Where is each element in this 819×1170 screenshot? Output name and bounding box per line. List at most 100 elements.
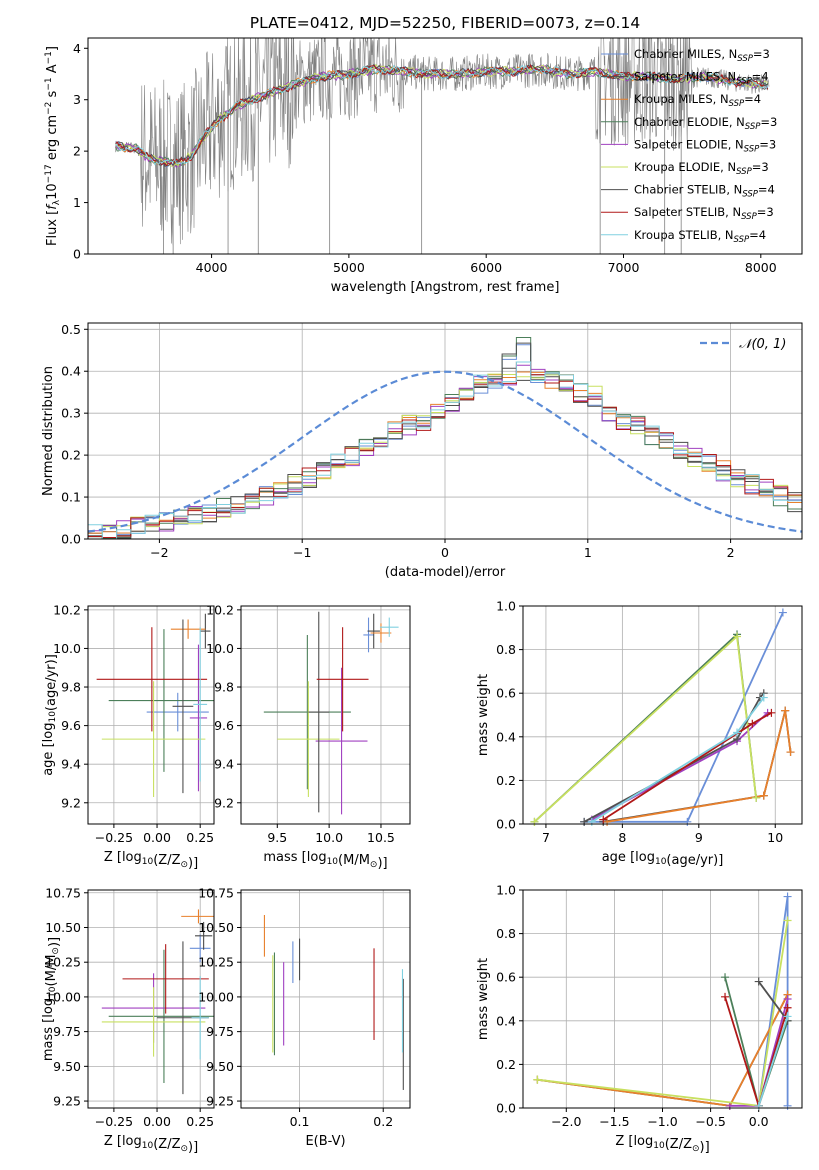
y-tick-label: 9.75 — [53, 1024, 81, 1039]
y-tick-label: 0.0 — [496, 1101, 516, 1116]
weight-marker — [580, 817, 589, 826]
y-tick-label: 1 — [73, 195, 81, 210]
y-tick-label: 0.3 — [61, 406, 81, 421]
y-tick-label: 9.50 — [206, 1059, 234, 1074]
x-tick-label: −1 — [293, 545, 311, 560]
y-tick-label: 9.2 — [214, 795, 234, 810]
y-tick-label: 0.2 — [496, 773, 516, 788]
spectrum-panel: 4000 5000 6000 7000 8000 0 1 2 3 4 Chabrier MILES,… — [44, 37, 803, 295]
weight-marker — [599, 815, 608, 824]
weight-marker — [778, 608, 787, 617]
axes-frame — [87, 889, 215, 1109]
y-tick-label: 0 — [73, 247, 81, 262]
weight-line-chabrier-elodie — [533, 632, 757, 823]
x-tick-label: 5000 — [333, 260, 365, 275]
y-tick-label: 3 — [73, 92, 81, 107]
x-axis-label: E(B-V) — [305, 1134, 345, 1149]
y-tick-label: 10.0 — [53, 641, 81, 656]
axes-frame — [240, 605, 411, 825]
age-vs-mass-panel: 9.5 10.0 10.5 9.2 9.4 9.6 9.8 10.0 10.2 mass [log… — [206, 602, 411, 871]
y-tick-label: 0.6 — [496, 686, 516, 701]
weight-marker — [683, 817, 692, 826]
legend-label: 𝒩(0, 1) — [739, 337, 786, 352]
y-tick-label: 9.75 — [206, 1024, 234, 1039]
y-tick-label: 10.0 — [206, 641, 234, 656]
x-tick-label: −0.5 — [695, 1114, 725, 1129]
normal-curve — [87, 370, 803, 533]
axes-frame — [240, 889, 411, 1109]
weight-marker — [783, 995, 792, 1003]
y-tick-label: 9.25 — [206, 1094, 234, 1109]
weight-line-chabrier-stelib — [757, 981, 789, 1022]
axes-frame — [522, 605, 803, 825]
legend-label: Kroupa STELIB, NSSP=4 — [634, 228, 766, 245]
x-axis-label: Z [log10(Z/Z⊙)] — [104, 850, 198, 871]
x-tick-label: 8 — [618, 830, 626, 845]
x-tick-label: 7 — [542, 830, 550, 845]
spectrum-legend: Chabrier MILES, NSSP=3 Salpeter MILES, NS… — [601, 47, 777, 245]
model-line-kroupa-elodie — [115, 63, 769, 167]
weight-line-kroupa-stelib — [757, 1016, 789, 1107]
data-spectrum-line — [115, 38, 770, 246]
weight-marker — [783, 1003, 792, 1012]
y-axis-label: mass [log10(M/M⊙)] — [41, 937, 62, 1061]
y-tick-label: 0.0 — [496, 817, 516, 832]
y-tick-label: 9.8 — [214, 680, 234, 695]
weight-marker — [783, 1012, 792, 1021]
weight-marker — [783, 916, 792, 925]
x-axis-label: (data-model)/error — [385, 565, 506, 580]
y-axis-label: mass weight — [476, 958, 491, 1040]
x-tick-label: −2.0 — [551, 1114, 581, 1129]
model-line-chabrier-stelib — [115, 63, 769, 167]
legend-label: Salpeter STELIB, NSSP=3 — [634, 205, 774, 222]
x-tick-label: 9.5 — [267, 830, 287, 845]
y-tick-label: 0.6 — [496, 970, 516, 985]
x-axis-label: age [log10(age/yr)] — [602, 850, 724, 868]
axes-frame — [87, 322, 803, 540]
weight-marker — [767, 708, 776, 717]
x-tick-label: −1.5 — [599, 1114, 629, 1129]
model-line-kroupa-stelib — [115, 64, 769, 166]
x-axis-label: Z [log10(Z/Z⊙)] — [615, 1134, 709, 1155]
weight-marker — [781, 706, 790, 715]
y-tick-label: 10.75 — [45, 885, 81, 900]
y-tick-label: 4 — [73, 41, 81, 56]
x-tick-label: −1.0 — [647, 1114, 677, 1129]
y-tick-label: 9.50 — [53, 1059, 81, 1074]
weight-marker — [533, 1075, 542, 1084]
residual-panel: −2 −1 0 1 2 0.0 0.1 0.2 0.3 0.4 0.5 𝒩(0, 1) (data-mo… — [41, 322, 803, 580]
weight-vs-Z-panel: −2.0 −1.5 −1.0 −0.5 0.0 0.0 0.2 0.4 0.6 0.8 1.0 Z [… — [476, 883, 803, 1155]
x-tick-label: 10.5 — [367, 830, 395, 845]
y-tick-label: 0.4 — [61, 364, 81, 379]
weight-line-kroupa-miles — [606, 710, 792, 823]
y-tick-label: 9.8 — [61, 680, 81, 695]
x-tick-label: 2 — [727, 545, 735, 560]
y-tick-label: 9.4 — [61, 757, 81, 772]
y-tick-label: 10.00 — [198, 989, 234, 1004]
y-tick-label: 10.2 — [53, 602, 81, 617]
weight-marker — [721, 973, 730, 982]
weight-marker — [783, 892, 792, 901]
x-tick-label: 8000 — [745, 260, 777, 275]
figure-title: PLATE=0412, MJD=52250, FIBERID=0073, z=0… — [250, 14, 640, 32]
weight-line-salpeter-stelib — [602, 712, 772, 821]
y-tick-label: 0.2 — [61, 448, 81, 463]
weight-line-salpeter-miles — [603, 710, 792, 823]
y-tick-label: 2 — [73, 144, 81, 159]
y-tick-label: 10.00 — [45, 989, 81, 1004]
legend-label: Chabrier MILES, NSSP=3 — [634, 47, 770, 64]
y-axis-label: Flux [fλ10−17 erg cm−2 s−1 A−1] — [44, 46, 62, 246]
y-tick-label: 0.8 — [496, 926, 516, 941]
y-tick-label: 10.25 — [45, 955, 81, 970]
y-tick-label: 9.6 — [214, 718, 234, 733]
mass-vs-Z-panel: −0.25 0.00 0.25 9.25 9.50 9.75 10.00 10.25 10.50… — [41, 885, 215, 1155]
x-tick-label: 0.25 — [186, 1114, 214, 1129]
y-tick-label: 0.4 — [496, 1013, 516, 1028]
y-axis-label: mass weight — [476, 674, 491, 756]
x-tick-label: 9 — [695, 830, 703, 845]
x-tick-label: 0.1 — [290, 1114, 310, 1129]
x-tick-label: 10 — [767, 830, 783, 845]
weight-marker — [748, 719, 757, 728]
y-tick-label: 9.25 — [53, 1094, 81, 1109]
